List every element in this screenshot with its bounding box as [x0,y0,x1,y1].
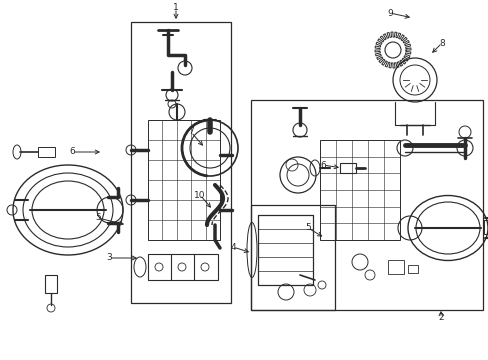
Text: 5: 5 [305,224,310,233]
Text: 6: 6 [320,161,325,170]
Text: 9: 9 [386,9,392,18]
Bar [339,163,355,173]
Text: 1: 1 [173,4,179,13]
Bar [148,254,218,280]
Text: 2: 2 [437,314,443,323]
Bar [319,140,399,240]
Bar [250,100,482,310]
Text: 3: 3 [106,253,112,262]
Text: 6: 6 [69,148,75,157]
Text: 5: 5 [95,213,101,222]
Bar [387,260,403,274]
Bar [131,22,230,303]
Text: 8: 8 [438,39,444,48]
Bar [483,220,488,234]
Text: 10: 10 [194,190,205,199]
Text: 7: 7 [188,127,193,136]
Bar [148,120,220,240]
Bar [38,147,55,157]
Text: 4: 4 [230,243,235,252]
Bar [250,205,334,310]
Bar [45,275,57,293]
Bar [407,265,417,273]
